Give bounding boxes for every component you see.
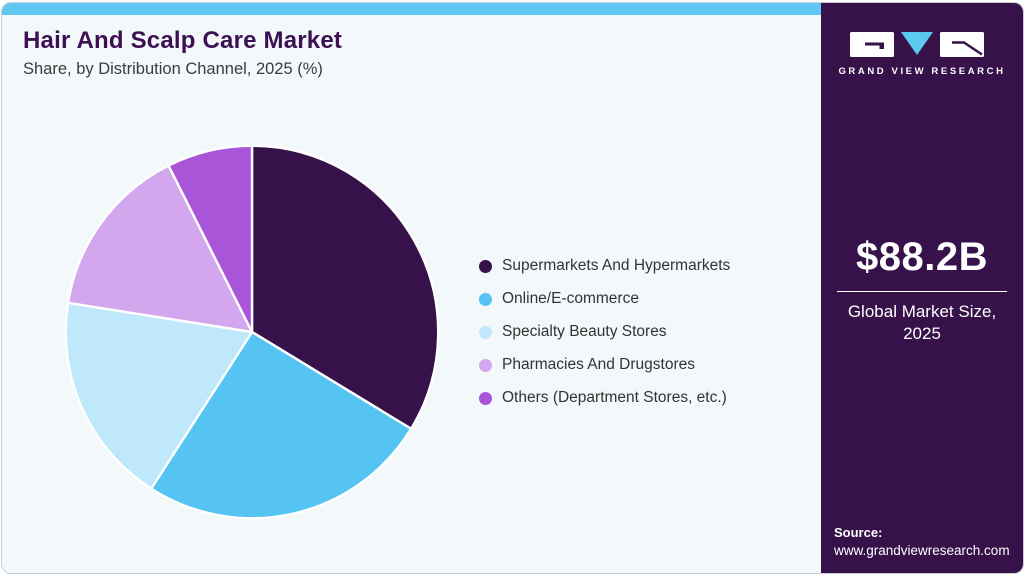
legend-label: Pharmacies And Drugstores [502, 356, 695, 373]
legend: Supermarkets And Hypermarkets Online/E-c… [479, 256, 730, 408]
logo-r-glyph [952, 41, 983, 56]
legend-item-specialty: Specialty Beauty Stores [479, 322, 730, 342]
logo-text: GRAND VIEW RESEARCH [838, 66, 1006, 77]
top-accent-bar [2, 3, 821, 15]
gvr-logo-icon [850, 32, 984, 57]
logo-g-glyph [865, 42, 884, 49]
pie-chart-svg [64, 144, 440, 520]
market-size-divider [837, 291, 1007, 292]
legend-dot-icon [479, 391, 492, 405]
legend-dot-icon [479, 358, 492, 372]
pie-chart [58, 138, 446, 526]
legend-label: Specialty Beauty Stores [502, 323, 667, 340]
sidebar: GRAND VIEW RESEARCH $88.2B Global Market… [821, 3, 1023, 573]
source-url: www.grandviewresearch.com [834, 543, 1010, 558]
legend-item-online: Online/E-commerce [479, 289, 730, 309]
pie-slice-2 [64, 301, 254, 490]
pie-slice-4 [167, 144, 254, 334]
page-title: Hair And Scalp Care Market [23, 27, 343, 54]
market-size-value: $88.2B [856, 235, 988, 279]
chart-header: Hair And Scalp Care Market Share, by Dis… [23, 27, 342, 79]
legend-label: Online/E-commerce [502, 290, 639, 307]
legend-dot-icon [479, 292, 492, 306]
market-size-label: Global Market Size, 2025 [821, 301, 1023, 345]
logo-r-block [940, 32, 984, 57]
market-size-block: $88.2B Global Market Size, 2025 [821, 235, 1023, 345]
legend-dot-icon [479, 259, 492, 273]
source-block: Source: www.grandviewresearch.com [834, 525, 1010, 558]
pie-slice-0 [250, 144, 440, 431]
pie-slice-3 [66, 164, 254, 334]
legend-item-supermarkets: Supermarkets And Hypermarkets [479, 256, 730, 276]
market-size-label-line1: Global Market Size, [847, 302, 997, 321]
logo-v-triangle [901, 32, 933, 55]
legend-dot-icon [479, 325, 492, 339]
page-subtitle: Share, by Distribution Channel, 2025 (%) [23, 60, 323, 78]
legend-item-others: Others (Department Stores, etc.) [479, 388, 730, 408]
gvr-logo: GRAND VIEW RESEARCH [821, 29, 1023, 77]
pie-slice-1 [150, 330, 413, 520]
legend-label: Others (Department Stores, etc.) [502, 389, 727, 406]
source-label: Source: [834, 525, 883, 540]
market-size-label-line2: 2025 [903, 324, 941, 344]
legend-item-pharmacies: Pharmacies And Drugstores [479, 355, 730, 375]
legend-label: Supermarkets And Hypermarkets [502, 257, 731, 274]
